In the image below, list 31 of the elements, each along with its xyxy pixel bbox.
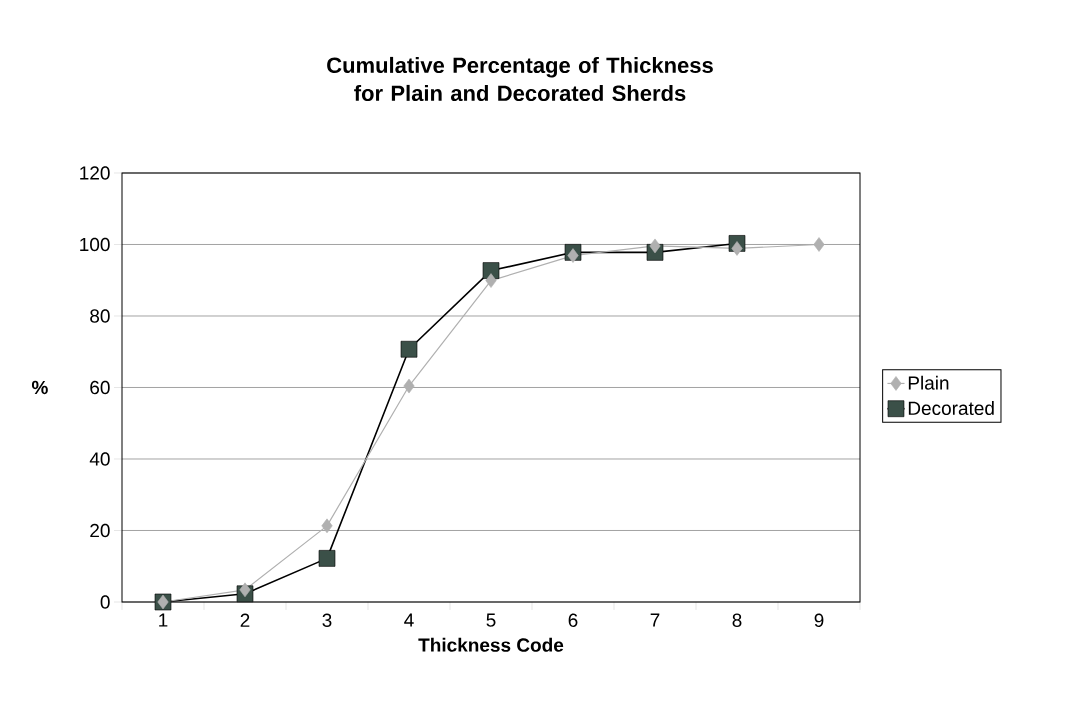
chart-title: Cumulative Percentage of Thickness for Plain and Decorated Sherds	[327, 56, 713, 102]
x-tick-label: 8	[732, 613, 742, 627]
point	[403, 378, 415, 394]
x-tick-label: 2	[240, 613, 250, 627]
y-tick-label: 20	[90, 523, 110, 538]
y-tick-label: 80	[90, 309, 110, 323]
y-tick-label: 120	[80, 166, 110, 180]
y-tick-label: 0	[100, 595, 110, 609]
point	[731, 241, 743, 256]
x-tick-label: 9	[814, 613, 824, 627]
point	[485, 273, 497, 288]
x-tick-label: 1	[159, 613, 168, 627]
x-tick-label: 7	[650, 613, 660, 627]
point	[813, 237, 825, 252]
point	[239, 582, 251, 598]
point	[649, 238, 661, 254]
legend-label: Plain	[908, 375, 949, 390]
x-axis-title: Thickness Code	[418, 637, 564, 652]
y-tick-label: 100	[80, 237, 110, 252]
y-tick-label: 40	[89, 452, 110, 466]
legend-label: Decorated	[908, 401, 994, 416]
y-tick-label: 60	[90, 380, 110, 395]
point	[321, 518, 333, 534]
x-tick-label: 5	[486, 613, 496, 627]
point	[318, 550, 336, 567]
point	[567, 248, 579, 263]
point	[400, 340, 418, 358]
x-tick-label: 4	[404, 613, 414, 627]
x-tick-label: 3	[322, 613, 332, 627]
y-axis-title: %	[31, 380, 48, 395]
x-tick-label: 6	[568, 613, 578, 627]
